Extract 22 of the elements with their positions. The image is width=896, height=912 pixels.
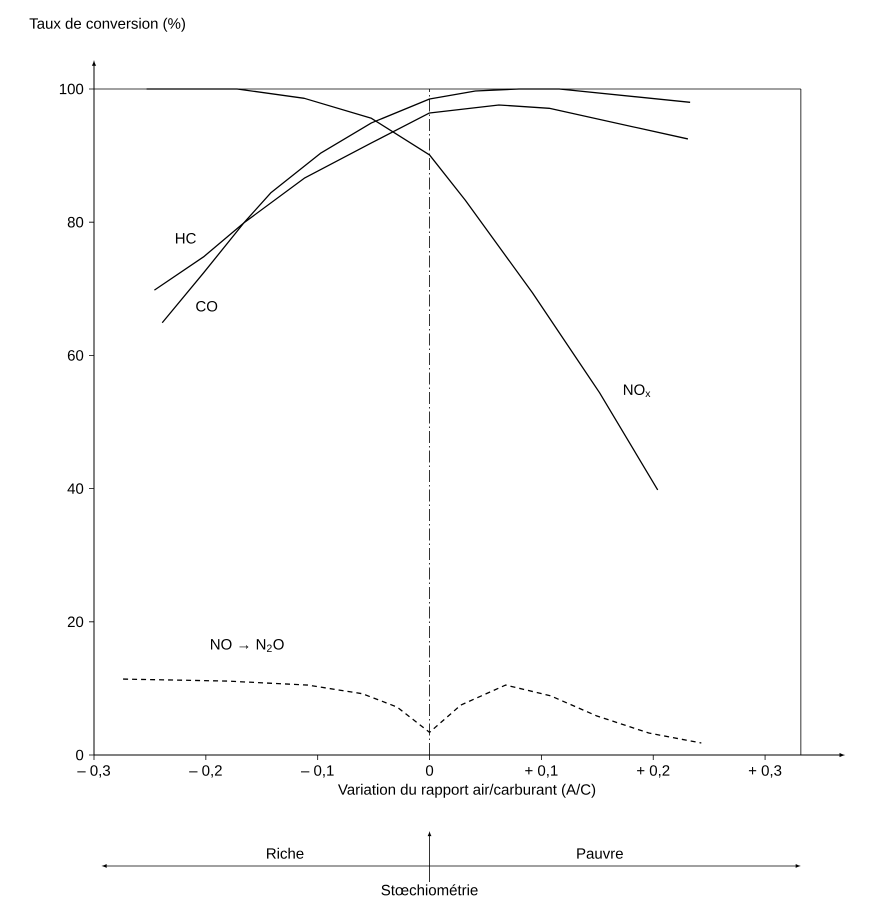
x-tick-label: – 0,1 — [301, 765, 334, 778]
x-tick-label: – 0,3 — [77, 765, 110, 778]
text: Stœchiométrie — [381, 884, 478, 896]
x-tick-label: + 0,2 — [637, 765, 670, 778]
y-tick-label: 0 — [76, 750, 84, 760]
y-tick-label: 20 — [68, 616, 84, 628]
series-label: NO$_{x}$ — [624, 384, 650, 398]
series-label: CO — [196, 300, 218, 312]
x-tick-label: + 0,1 — [525, 765, 558, 778]
y-axis-title: Taux de conversion (%) — [30, 18, 185, 32]
series-label: HC — [176, 233, 196, 244]
text: Riche — [267, 848, 304, 859]
y-tick-label: 80 — [68, 216, 84, 228]
y-tick-label: 60 — [68, 350, 84, 361]
x-tick-label: + 0,3 — [748, 765, 782, 778]
x-tick-label: 0 — [426, 765, 434, 776]
text: Pauvre — [577, 848, 623, 859]
y-tick-label: 40 — [67, 483, 84, 494]
x-axis-title: Variation du rapport air/carburant (A/C) — [338, 784, 596, 798]
y-tick-label: 100 — [60, 84, 84, 94]
series-label: NO → N$_{2}$O — [210, 639, 284, 652]
x-tick-label: – 0,2 — [189, 765, 222, 778]
